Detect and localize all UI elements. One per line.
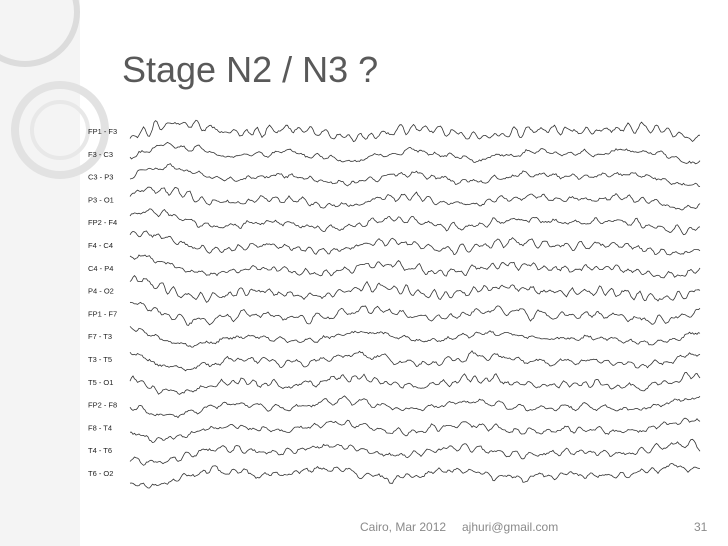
deco-ring: [30, 100, 90, 160]
channel-label: FP2 - F8: [88, 401, 117, 410]
channel-label: T4 - T6: [88, 446, 112, 455]
channel-label: F3 - C3: [88, 150, 113, 159]
eeg-trace: [129, 254, 701, 279]
eeg-trace: [130, 417, 701, 444]
channel-label: FP1 - F7: [88, 309, 117, 318]
eeg-trace: [129, 350, 701, 372]
channel-label: P4 - O2: [88, 287, 114, 296]
footer-email: ajhuri@gmail.com: [462, 520, 558, 534]
channel-label: F8 - T4: [88, 423, 112, 432]
eeg-trace: [129, 163, 701, 187]
channel-label: C4 - P4: [88, 264, 113, 273]
eeg-trace: [129, 395, 701, 419]
channel-label: P3 - O1: [88, 195, 114, 204]
channel-label: T5 - O1: [88, 378, 113, 387]
eeg-trace: [129, 371, 701, 395]
channel-label: F7 - T3: [88, 332, 112, 341]
eeg-figure: FP1 - F3 F3 - C3 C3 - P3 P3 - O1 FP2 - F4 F4 …: [88, 119, 701, 489]
eeg-trace: [129, 208, 701, 236]
eeg-trace: [129, 462, 701, 489]
eeg-trace: [129, 275, 701, 303]
eeg-trace: [129, 326, 701, 348]
channel-label: C3 - P3: [88, 173, 113, 182]
eeg-trace: [129, 119, 701, 143]
eeg-trace: [129, 186, 701, 211]
eeg-trace: [129, 301, 701, 326]
footer-date: Cairo, Mar 2012: [360, 520, 446, 534]
page-number: 31: [694, 520, 708, 534]
eeg-trace: [129, 230, 701, 256]
eeg-trace: [129, 141, 701, 165]
channel-label: T6 - O2: [88, 469, 113, 478]
channel-label: FP2 - F4: [88, 218, 117, 227]
eeg-trace: [129, 438, 701, 466]
channel-label: FP1 - F3: [88, 127, 117, 136]
deco-ring: [11, 81, 109, 179]
channel-label: T3 - T5: [88, 355, 112, 364]
slide-title: Stage N2 / N3 ?: [122, 49, 378, 90]
deco-ring: [0, 0, 80, 67]
channel-label: F4 - C4: [88, 241, 113, 250]
